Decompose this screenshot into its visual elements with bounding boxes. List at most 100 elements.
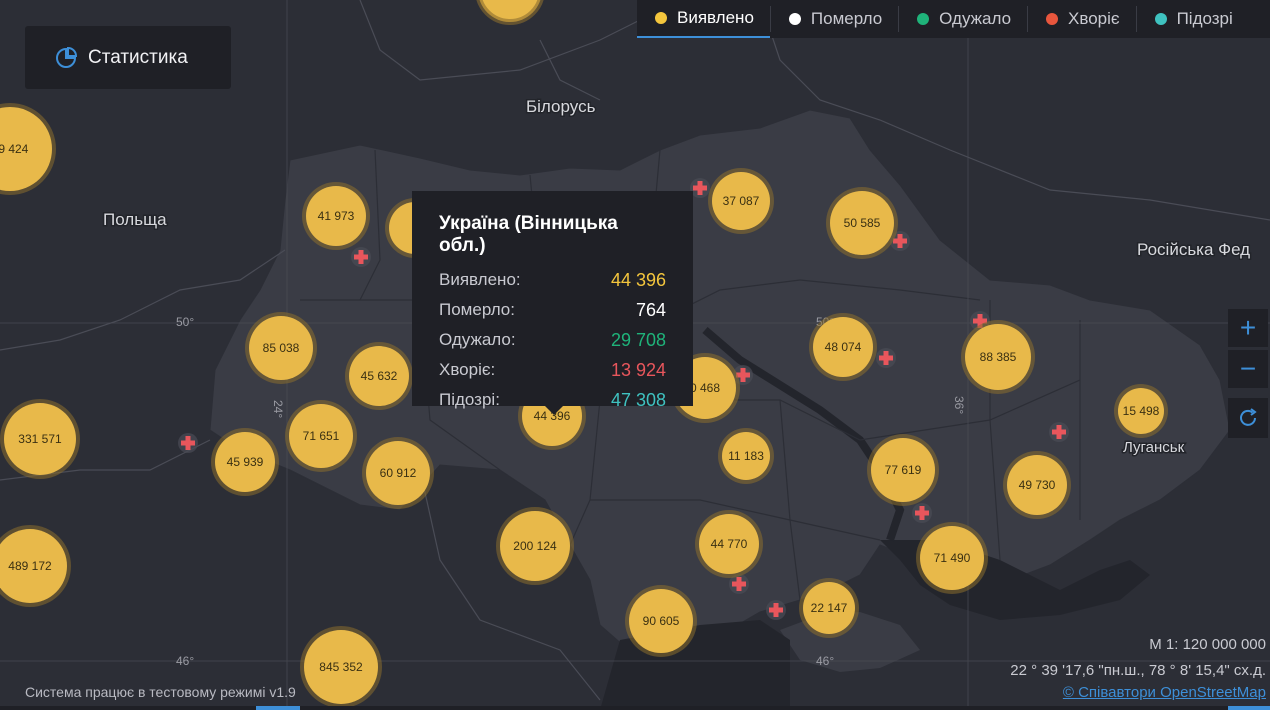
cluster-circle [871,438,935,502]
hospital-cross-icon[interactable] [876,348,896,368]
cluster-count: 0 468 [690,381,720,395]
cluster-marker[interactable]: 44 770 [695,510,763,578]
cluster-marker[interactable]: 11 183 [718,428,774,484]
hospital-cross-icon[interactable] [729,574,749,594]
tooltip-label: Виявлено: [439,270,521,289]
cluster-marker[interactable]: 41 973 [302,182,370,250]
cursor-coordinates: 22 ° 39 '17,6 "пн.ш., 78 ° 8' 15,4" сх.д… [1010,662,1266,679]
cluster-marker[interactable]: 88 385 [961,320,1035,394]
minus-icon: − [1239,353,1257,384]
scrollbar-thumb[interactable] [1228,706,1270,710]
cluster-marker[interactable]: 489 172 [0,525,71,607]
suspected-dot-icon [1154,13,1167,25]
cluster-circle [289,404,353,468]
cluster-count: 37 087 [723,194,760,208]
cluster-marker[interactable]: 60 912 [362,437,434,509]
reset-view-button[interactable] [1228,398,1268,438]
tab-label: Хворіє [1068,9,1120,28]
cluster-circle [4,403,76,475]
cluster-circle [215,432,275,492]
hospital-cross-icon[interactable] [178,433,198,453]
osm-attribution-link[interactable]: © Співавтори OpenStreetMap [1062,684,1266,701]
cluster-count: 45 632 [361,369,398,383]
cross-bar [736,577,742,591]
label-russia: Російська Фед [1137,240,1250,259]
cluster-marker[interactable]: 45 939 [211,428,279,496]
tooltip-label: Одужало: [439,330,516,349]
cluster-circle [0,529,67,603]
tab-recovered[interactable]: Одужало [899,0,1027,38]
cluster-marker[interactable]: 49 424 [0,103,56,195]
pie-chart-icon [56,46,77,68]
tooltip-value: 764 [635,299,666,320]
hospital-cross-icon[interactable] [1049,422,1069,442]
cluster-count: 11 183 [728,449,764,463]
tab-suspected[interactable]: Підозрі [1137,0,1249,38]
label-poland: Польща [103,210,167,229]
zoom-out-button[interactable]: − [1228,350,1268,388]
cluster-count: 48 074 [825,340,862,354]
cluster-marker[interactable]: 22 147 [799,578,859,638]
tooltip-value: 13 924 [610,359,666,380]
cluster-count: 71 490 [934,551,971,565]
cross-bar [773,603,779,617]
tab-divider [1135,6,1137,32]
cluster-count: 77 619 [885,463,922,477]
cluster-marker[interactable]: 90 605 [625,585,697,657]
scrollbar-thumb[interactable] [256,706,300,710]
cluster-circle [1118,388,1164,434]
cluster-marker[interactable]: 331 571 [0,399,80,479]
tooltip-label: Підозрі: [439,390,500,409]
region-tooltip: Україна (Вінницька обл.) Виявлено: 44 39… [412,191,693,415]
cluster-count: 90 605 [643,614,680,628]
grid-label-lon24: 24° [271,400,285,418]
tab-label: Померло [810,9,883,28]
cluster-marker[interactable]: 15 498 [1114,384,1168,438]
tooltip-row-recovered: Одужало: 29 708 [439,325,666,355]
tab-detected[interactable]: Виявлено [637,0,770,38]
cluster-circle [349,346,409,406]
tooltip-title: Україна (Вінницька обл.) [439,213,618,256]
cluster-circle [830,191,894,255]
bottom-scrollbar[interactable] [0,706,1270,710]
hospital-cross-icon[interactable] [912,503,932,523]
zoom-in-button[interactable]: + [1228,309,1268,347]
cluster-marker[interactable]: 49 730 [1003,451,1071,519]
died-dot-icon [788,13,801,25]
cluster-marker[interactable]: 50 585 [826,187,898,259]
test-mode-notice: Система працює в тестовому режимі v1.9 [25,684,296,700]
cross-bar [883,351,889,365]
hospital-cross-icon[interactable] [766,600,786,620]
cluster-circle [1007,455,1067,515]
cluster-count: 845 352 [319,660,363,674]
cluster-marker[interactable]: 45 632 [345,342,413,410]
cluster-circle [304,630,378,704]
tab-died[interactable]: Померло [771,0,898,38]
cluster-count: 49 424 [0,142,29,156]
tooltip-row-detected: Виявлено: 44 396 [439,265,666,295]
tooltip-row-sick: Хворіє: 13 924 [439,355,666,385]
cluster-count: 49 730 [1019,478,1056,492]
hospital-cross-icon[interactable] [351,247,371,267]
cluster-count: 50 585 [844,216,881,230]
cluster-count: 71 651 [303,429,340,443]
cluster-marker[interactable]: 37 087 [708,168,774,234]
cluster-marker[interactable]: 48 074 [809,313,877,381]
cluster-marker[interactable]: 77 619 [867,434,939,506]
cluster-marker[interactable]: 845 352 [300,626,382,708]
cluster-circle [0,107,52,191]
label-belarus: Білорусь [526,97,596,116]
sick-dot-icon [1046,13,1059,25]
cluster-marker[interactable] [476,0,544,25]
hospital-cross-icon[interactable] [690,178,710,198]
cross-bar [358,250,364,264]
cluster-marker[interactable]: 85 038 [245,312,317,384]
statistics-button[interactable]: Статистика [25,26,231,89]
cluster-marker[interactable]: 71 490 [916,522,988,594]
cluster-marker[interactable]: 200 124 [496,507,574,585]
cluster-count: 489 172 [8,559,52,573]
cluster-count: 331 571 [18,432,62,446]
tab-sick[interactable]: Хворіє [1028,0,1136,38]
cluster-marker[interactable]: 71 651 [285,400,357,472]
